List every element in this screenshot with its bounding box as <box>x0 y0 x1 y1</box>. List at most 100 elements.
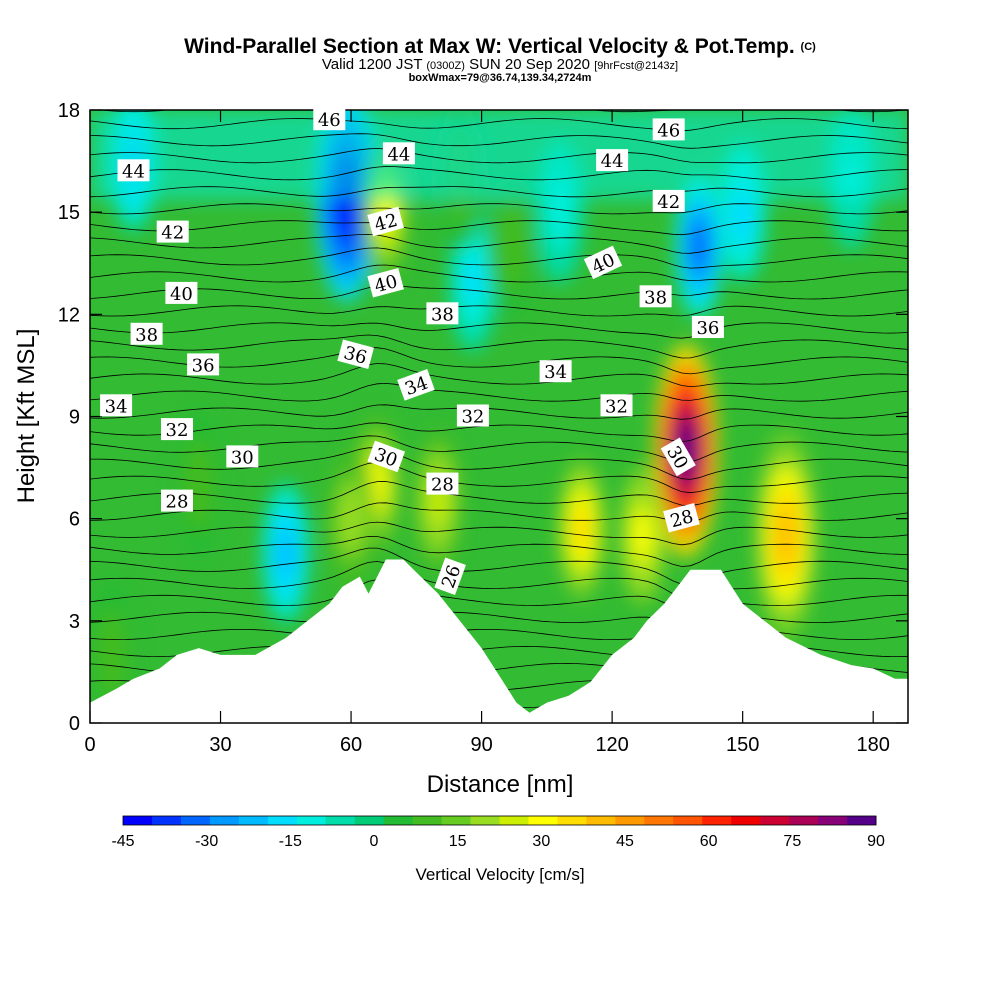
colorbar-swatch <box>644 816 673 825</box>
colorbar-swatch <box>123 816 152 825</box>
isotherm-label: 44 <box>383 142 415 165</box>
isotherm-label: 38 <box>426 302 458 325</box>
isotherm-label: 46 <box>313 108 345 131</box>
colorbar-swatch <box>384 816 413 825</box>
colorbar-swatch <box>557 816 586 825</box>
velocity-cell <box>341 495 360 543</box>
isotherm-label: 38 <box>640 285 672 308</box>
colorbar-swatch <box>731 816 760 825</box>
isotherm-label-text: 44 <box>122 161 145 182</box>
colorbar-swatch <box>181 816 210 825</box>
isotherm-label-text: 34 <box>105 396 128 417</box>
isotherm-label-text: 32 <box>166 420 189 441</box>
colorbar-swatch <box>847 816 876 825</box>
isotherm-label-text: 38 <box>135 325 158 346</box>
colorbar-swatch <box>702 816 731 825</box>
velocity-cell <box>633 512 652 560</box>
colorbar-swatch <box>239 816 268 825</box>
isotherm-label-text: 36 <box>192 355 215 376</box>
colorbar-tick-label: 75 <box>783 833 801 850</box>
isotherm-label-text: 46 <box>318 110 341 131</box>
chart-svg: 0 30 60 90 120 150 1800369121518 464446444442 4… <box>0 0 1000 1000</box>
isotherm-label: 40 <box>165 282 197 305</box>
colorbar-swatch <box>818 816 847 825</box>
isotherm-label: 30 <box>226 445 258 468</box>
y-tick-label: 18 <box>58 100 80 122</box>
x-tick-label: 180 <box>857 734 890 756</box>
colorbar-swatch <box>210 816 239 825</box>
isotherm-label-text: 32 <box>605 396 628 417</box>
x-tick-label: 150 <box>726 734 759 756</box>
velocity-cell <box>690 222 709 270</box>
colorbar-swatch <box>615 816 644 825</box>
isotherm-label: 46 <box>653 118 685 141</box>
x-axis-title: Distance [nm] <box>427 771 574 798</box>
y-tick-label: 15 <box>58 202 80 224</box>
colorbar-swatch <box>789 816 818 825</box>
colorbar-swatch <box>528 816 557 825</box>
isotherm-label: 44 <box>118 159 150 182</box>
isotherm-label: 34 <box>100 394 132 417</box>
colorbar-swatch <box>297 816 326 825</box>
isotherm-label: 28 <box>426 473 458 496</box>
colorbar-tick-label: 30 <box>532 833 550 850</box>
velocity-cell <box>276 529 295 577</box>
colorbar-swatch <box>355 816 384 825</box>
colorbar-tick-label: 0 <box>370 833 379 850</box>
isotherm-label: 44 <box>596 149 628 172</box>
isotherm-label-text: 46 <box>657 120 680 141</box>
x-tick-label: 120 <box>595 734 628 756</box>
colorbar-tick-label: -30 <box>195 833 218 850</box>
velocity-cell <box>463 256 482 304</box>
velocity-cell <box>102 631 121 679</box>
x-tick-label: 30 <box>209 734 231 756</box>
isotherm-label-text: 38 <box>431 304 454 325</box>
isotherm-label: 32 <box>601 394 633 417</box>
colorbar-swatch <box>673 816 702 825</box>
isotherm-label: 34 <box>540 360 572 383</box>
x-tick-label: 60 <box>340 734 362 756</box>
isotherm-label-text: 42 <box>657 192 680 213</box>
isotherm-label: 32 <box>457 405 489 428</box>
colorbar-swatch <box>760 816 789 825</box>
isotherm-label-text: 28 <box>166 492 189 513</box>
isotherm-label-text: 28 <box>431 475 454 496</box>
isotherm-label-text: 42 <box>161 223 184 244</box>
colorbar-swatch <box>152 816 181 825</box>
colorbar-swatch <box>442 816 471 825</box>
isotherm-label-text: 44 <box>387 144 410 165</box>
colorbar-swatch <box>586 816 615 825</box>
colorbar-swatch <box>500 816 529 825</box>
isotherm-label-text: 32 <box>461 407 484 428</box>
isotherm-label: 42 <box>157 221 189 244</box>
colorbar: -45 -30 -15 0 15 30 45 60 75 90 <box>111 816 885 850</box>
colorbar-tick-label: 15 <box>449 833 467 850</box>
isotherm-label-text: 30 <box>231 447 254 468</box>
isotherm-label-text: 34 <box>544 362 567 383</box>
colorbar-tick-label: 60 <box>700 833 718 850</box>
y-tick-label: 3 <box>69 611 80 633</box>
colorbar-swatch <box>413 816 442 825</box>
velocity-cell <box>775 505 797 567</box>
colorbar-swatch <box>326 816 355 825</box>
isotherm-label-text: 40 <box>170 284 193 305</box>
isotherm-label-text: 44 <box>601 151 624 172</box>
isotherm-label-text: 36 <box>696 318 719 339</box>
colorbar-swatch <box>268 816 297 825</box>
colorbar-title: Vertical Velocity [cm/s] <box>415 865 584 884</box>
isotherm-label: 38 <box>131 323 163 346</box>
colorbar-swatch <box>471 816 500 825</box>
velocity-cell <box>572 505 591 553</box>
isotherm-label: 36 <box>692 316 724 339</box>
isotherm-label: 42 <box>653 190 685 213</box>
colorbar-tick-label: -45 <box>111 833 134 850</box>
plot-area <box>88 88 908 727</box>
x-tick-label: 90 <box>470 734 492 756</box>
isotherm-label: 32 <box>161 418 193 441</box>
isotherm-label: 28 <box>161 490 193 513</box>
x-tick-label: 0 <box>84 734 95 756</box>
isotherm-label-text: 38 <box>644 287 667 308</box>
y-axis-title: Height [Kft MSL] <box>13 329 40 504</box>
y-tick-label: 12 <box>58 304 80 326</box>
y-tick-label: 0 <box>69 713 80 735</box>
